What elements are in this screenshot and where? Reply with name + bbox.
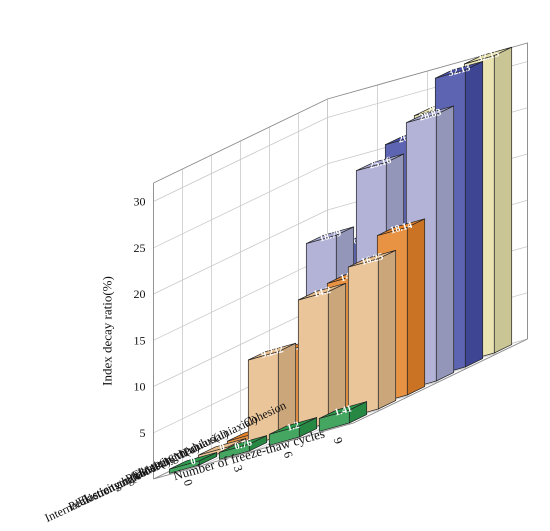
x-tick-label: 6 [281, 449, 296, 459]
data-label: 0.76 [233, 437, 253, 452]
z-tick-label: 15 [134, 333, 146, 347]
z-tick-label: 10 [134, 380, 146, 394]
bar-4-2: 14.2 [297, 282, 347, 432]
bar-5-3: 1.41 [318, 401, 368, 432]
bar-face-top [268, 417, 318, 435]
z-tick-label: 20 [134, 287, 146, 301]
data-label: 14.2 [312, 285, 332, 300]
bar-4-1: 9.232 [247, 342, 297, 446]
bar-face-front [347, 258, 379, 418]
bar-5-1: 0.76 [218, 435, 268, 460]
bar-4-3: 16.25 [347, 249, 397, 418]
bar-face-top [405, 105, 455, 124]
bar-face-top [297, 282, 347, 301]
bar-face-top [434, 61, 484, 79]
bar-face-top [218, 435, 268, 453]
z-tick-label: 25 [134, 241, 146, 255]
bar-face-top [247, 342, 297, 361]
bar-face-top [197, 438, 247, 456]
data-label: 1.41 [333, 403, 353, 418]
x-tick-label: 3 [231, 463, 246, 473]
bar-face-side [464, 61, 484, 368]
bar-face-top [376, 218, 426, 236]
bar-face-top [355, 153, 405, 172]
data-label: 0 [218, 442, 226, 454]
bar-5-2: 1.2 [268, 417, 318, 446]
bar-face-top [168, 452, 218, 470]
z-tick-label: 5 [140, 426, 146, 440]
x-tick-label: 9 [331, 435, 346, 445]
bar-face-side [406, 218, 426, 396]
bar-face-side [435, 105, 455, 382]
floor-front-edge [153, 338, 528, 480]
x-tick-label: 0 [181, 477, 196, 487]
bar-face-top [318, 401, 368, 419]
data-label: 0 [189, 456, 197, 468]
bar-face-front [247, 351, 279, 446]
bar-face-top [463, 46, 513, 65]
bar-face-side [493, 46, 513, 354]
bar-face-top [347, 249, 397, 268]
z-axis-label: Index decay ratio(%) [100, 276, 115, 386]
bar-5-0: 0 [168, 452, 218, 474]
frame-back-edge [153, 42, 528, 339]
bar-face-front [297, 291, 329, 432]
data-label: 1.2 [286, 420, 301, 434]
bar-face-top [305, 226, 355, 244]
category-label: Internal friction angle [43, 468, 144, 525]
bar-face-side [327, 282, 347, 424]
z-tick-label: 30 [134, 195, 146, 209]
bars-layer: 32.1528.0832.1318.2126.4528.83016.8625.1… [168, 46, 513, 474]
bar-face-side [377, 249, 397, 410]
